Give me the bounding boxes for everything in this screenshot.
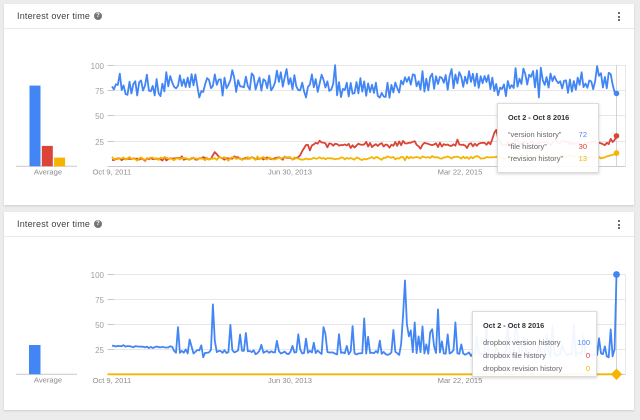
svg-text:25: 25 xyxy=(95,346,104,355)
svg-text:50: 50 xyxy=(95,321,104,330)
svg-text:Jun 30, 2013: Jun 30, 2013 xyxy=(268,376,312,385)
svg-text:Jun 30, 2013: Jun 30, 2013 xyxy=(268,167,312,176)
svg-text:75: 75 xyxy=(95,87,104,96)
svg-text:Oct 9, 2011: Oct 9, 2011 xyxy=(93,376,132,385)
svg-text:75: 75 xyxy=(95,296,104,305)
svg-text:Average: Average xyxy=(34,376,62,385)
svg-text:Average: Average xyxy=(34,168,62,177)
svg-text:25: 25 xyxy=(95,138,104,147)
svg-text:Mar 22, 2015: Mar 22, 2015 xyxy=(438,376,483,385)
svg-text:Mar 22, 2015: Mar 22, 2015 xyxy=(438,167,483,176)
svg-text:Oct 9, 2011: Oct 9, 2011 xyxy=(93,167,132,176)
svg-text:100: 100 xyxy=(91,62,105,71)
svg-text:100: 100 xyxy=(91,271,105,280)
svg-text:50: 50 xyxy=(95,112,104,121)
